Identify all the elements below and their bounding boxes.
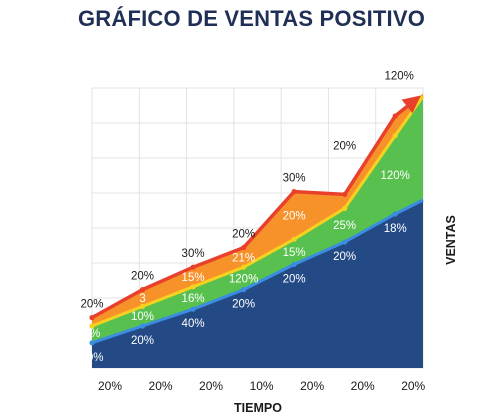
- data-label-top: 20%: [232, 229, 255, 241]
- marker-yellow: [342, 205, 348, 211]
- marker-yellow: [190, 284, 196, 290]
- marker-yellow: [291, 236, 297, 242]
- x-tick-label: 10%: [250, 379, 274, 393]
- data-label-orange: 21%: [232, 252, 255, 264]
- marker-red: [392, 113, 398, 119]
- data-label-blue: 20%: [232, 299, 255, 311]
- data-label-green: 15%: [283, 247, 306, 259]
- series-lines: [91, 95, 425, 345]
- marker-red: [342, 191, 348, 197]
- marker-red: [89, 315, 95, 321]
- marker-red: [241, 245, 247, 251]
- marker-blue: [241, 287, 247, 293]
- x-tick-label: 20%: [401, 379, 425, 393]
- marker-yellow: [139, 303, 146, 309]
- marker-blue: [190, 306, 196, 312]
- data-label-top: 30%: [182, 248, 205, 260]
- area-orange: [92, 93, 423, 326]
- data-label-top: 20%: [333, 141, 356, 153]
- line-blue: [91, 198, 424, 345]
- data-label-blue: 40%: [182, 318, 205, 330]
- data-label-green: 10%: [131, 311, 154, 323]
- data-label-blue: 20%: [283, 273, 306, 285]
- data-label-top: 20%: [131, 271, 154, 283]
- marker-red: [139, 287, 146, 293]
- data-label-blue: 20%: [333, 251, 356, 263]
- data-label-orange: 15%: [182, 272, 205, 284]
- line-red-arrow: [91, 95, 421, 320]
- marker-blue: [392, 211, 398, 217]
- data-label-green: 120%: [229, 273, 258, 285]
- marker-blue: [139, 323, 146, 329]
- x-tick-label: 20%: [199, 379, 223, 393]
- data-label-blue: 10%: [80, 352, 103, 364]
- x-tick-label: 20%: [351, 379, 375, 393]
- marker-yellow: [392, 133, 398, 139]
- data-labels: 20% 20% 30% 20% 30% 20% 120% 3 15% 21% 20% 2% 10% 16%…: [80, 71, 413, 364]
- x-tick-labels: 20% 20% 20% 10% 20% 20% 20%: [98, 379, 426, 393]
- x-tick-label: 20%: [149, 379, 173, 393]
- marker-blue: [89, 340, 95, 346]
- y-axis-title: VENTAS: [444, 215, 458, 265]
- x-tick-label: 20%: [300, 379, 324, 393]
- marker-blue: [291, 261, 297, 267]
- area-green: [92, 96, 423, 343]
- marker-red: [190, 264, 196, 270]
- data-label-orange: 3: [139, 293, 145, 305]
- data-label-green: 16%: [182, 293, 205, 305]
- data-label-top: 120%: [384, 71, 413, 83]
- marker-yellow: [89, 323, 95, 329]
- marker-yellow: [241, 264, 247, 270]
- x-axis-title: TIEMPO: [234, 401, 282, 415]
- marker-blue: [342, 239, 348, 245]
- data-label-blue: 18%: [384, 223, 407, 235]
- data-label-green: 2%: [84, 328, 101, 340]
- x-tick-label: 20%: [98, 379, 122, 393]
- data-label-orange: 20%: [283, 210, 306, 222]
- data-markers: [89, 113, 398, 346]
- data-label-top: 30%: [283, 173, 306, 185]
- data-label-top: 20%: [80, 299, 103, 311]
- marker-red: [291, 189, 297, 195]
- data-label-green: 25%: [333, 220, 356, 232]
- data-label-blue: 20%: [131, 335, 154, 347]
- chart-title: GRÁFICO DE VENTAS POSITIVO: [77, 6, 426, 31]
- data-label-green: 120%: [380, 170, 409, 182]
- line-yellow: [91, 95, 425, 328]
